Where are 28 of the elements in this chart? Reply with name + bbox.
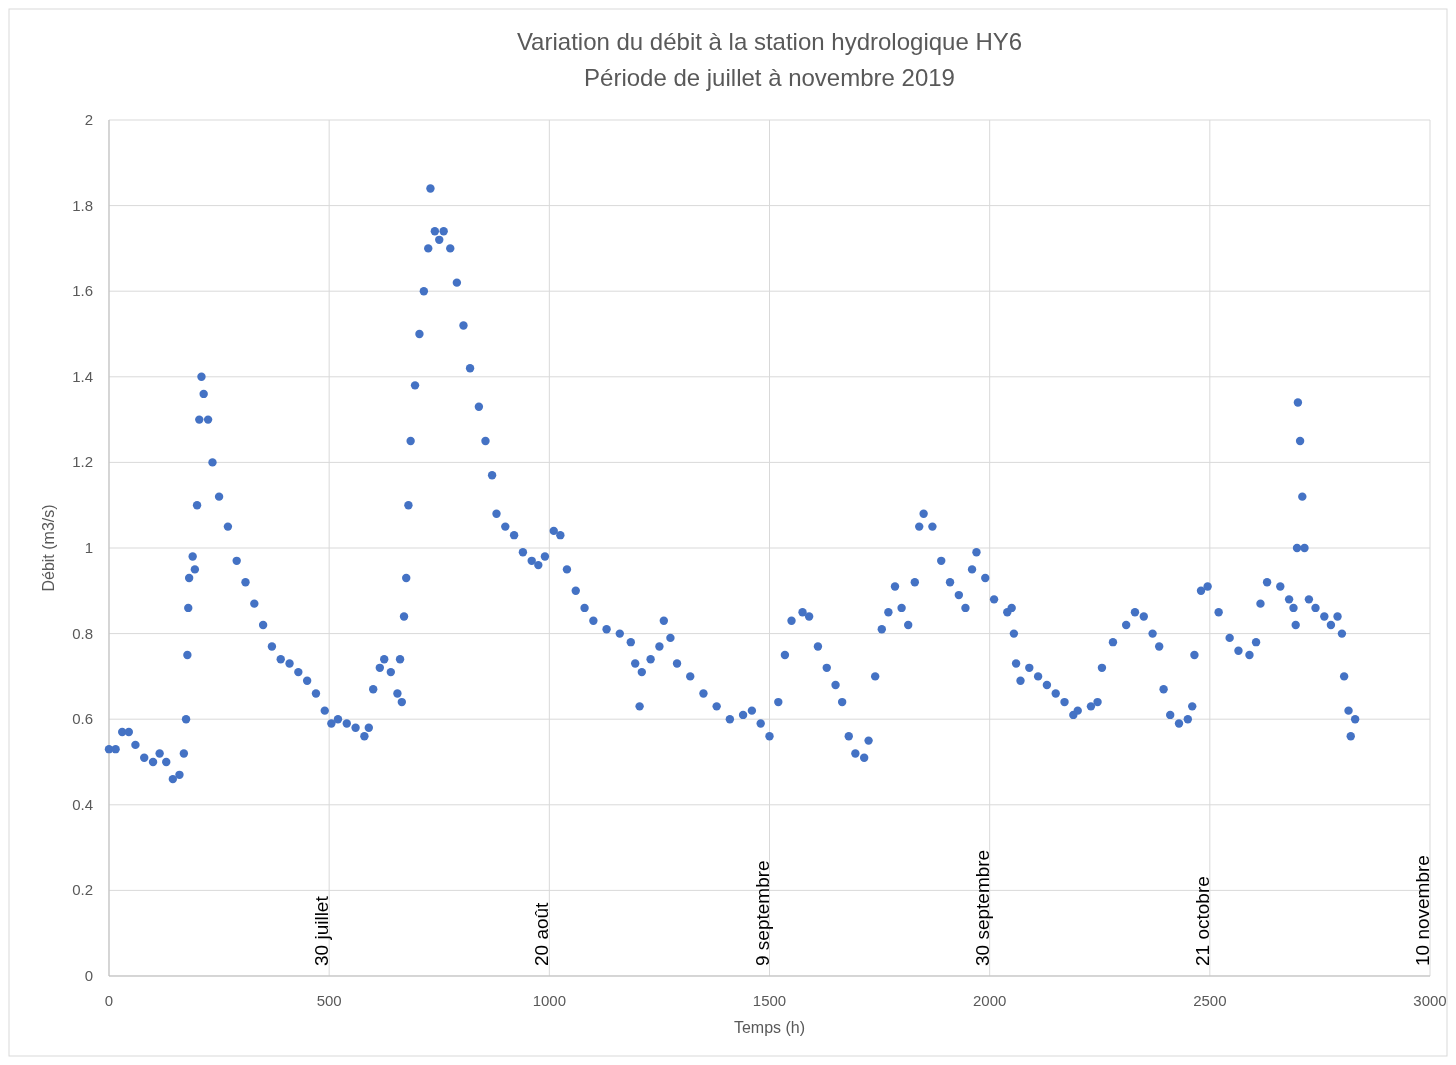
y-tick-label: 0 — [84, 967, 93, 984]
y-tick-label: 1.6 — [72, 282, 93, 300]
x-tick-label: 1000 — [532, 992, 567, 1009]
y-tick-label: 1 — [84, 539, 93, 556]
x-tick-label: 0 — [104, 992, 114, 1009]
y-tick-label: 1.4 — [72, 367, 93, 385]
annotation: 10 novembre — [1412, 855, 1433, 966]
y-tick-label: 0.6 — [72, 710, 93, 728]
x-tick-label: 2000 — [972, 992, 1007, 1009]
chart-title: Variation du débit à la station hydrologique HY6 — [516, 28, 1023, 55]
x-axis-title: Temps (h) — [733, 1019, 806, 1036]
annotation: 9 septembre — [751, 860, 773, 966]
x-tick-label: 1500 — [752, 992, 787, 1009]
x-tick-label: 3000 — [1413, 992, 1447, 1009]
chart-subtitle: Période de juillet à novembre 2019 — [584, 64, 955, 91]
y-axis-title: Débit (m3/s) — [40, 504, 57, 592]
y-tick-label: 0.4 — [72, 795, 93, 813]
y-tick-label: 1.2 — [72, 453, 93, 471]
y-tick-label: 0.2 — [72, 881, 93, 899]
annotation: 30 juillet — [311, 895, 333, 966]
annotation: 30 septembre — [971, 849, 993, 966]
y-tick-label: 1.8 — [72, 196, 93, 214]
annotation: 20 août — [531, 901, 553, 966]
x-tick-label: 500 — [316, 992, 342, 1009]
y-tick-label: 0.8 — [72, 624, 93, 642]
x-tick-label: 2500 — [1193, 992, 1227, 1009]
annotation: 21 octobre — [1191, 876, 1213, 966]
y-tick-label: 2 — [84, 111, 93, 128]
